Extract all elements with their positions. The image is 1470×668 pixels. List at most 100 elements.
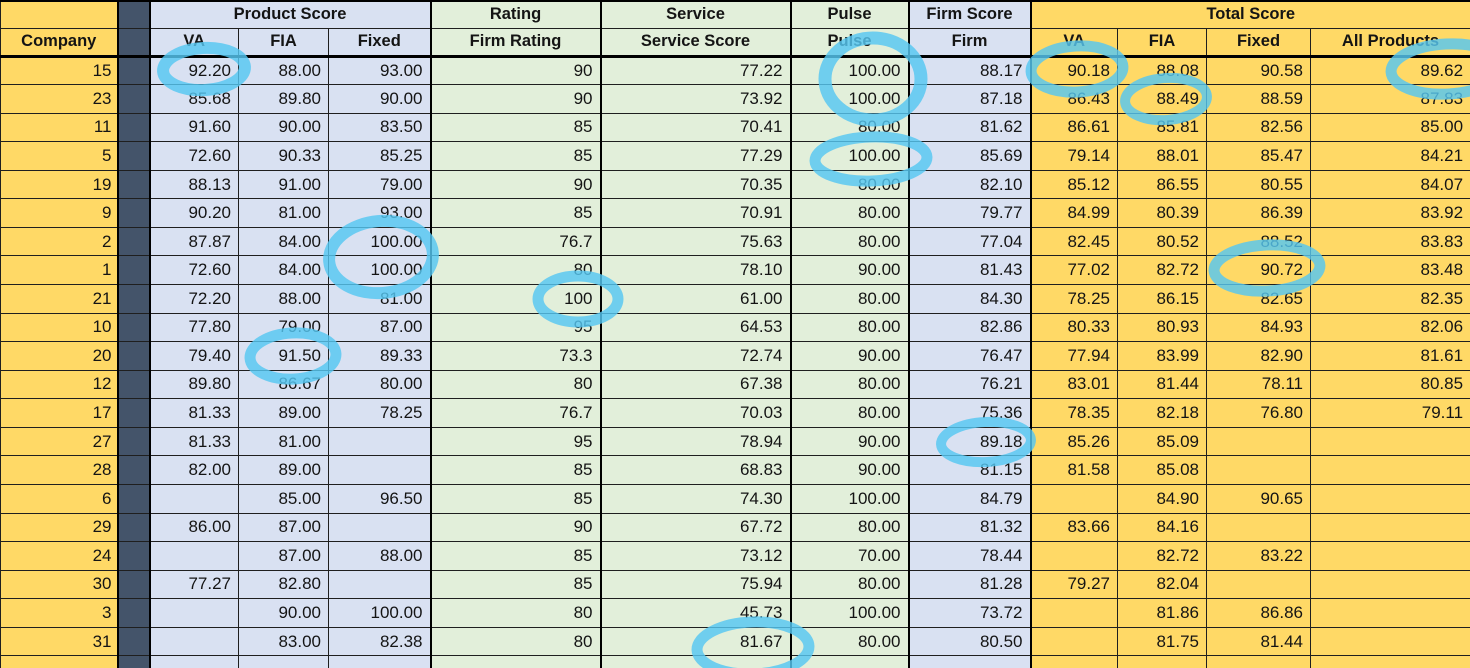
separator-cell[interactable]	[116, 426, 151, 457]
cell-company[interactable]: 12	[0, 369, 118, 400]
separator-cell[interactable]	[116, 626, 151, 657]
cell-total-fia[interactable]: 83.99	[1117, 341, 1208, 371]
cell-firm[interactable]: 76.47	[907, 341, 1032, 371]
cell-total-va[interactable]	[1029, 598, 1119, 628]
cell-product-va[interactable]: 82.00	[148, 455, 239, 485]
cell-pulse[interactable]: 100.00	[789, 598, 910, 628]
separator-cell[interactable]	[116, 598, 151, 628]
cell-product-fixed[interactable]: 100.00	[327, 255, 432, 285]
cell-total-fixed[interactable]	[1206, 426, 1312, 457]
cell-product-fixed[interactable]: 79.00	[327, 169, 432, 200]
cell-total-fixed[interactable]: 88.59	[1206, 84, 1312, 114]
cell-company[interactable]: 15	[0, 55, 118, 86]
cell-product-fia[interactable]: 81.00	[238, 426, 329, 457]
cell-service-score[interactable]: 77.29	[599, 141, 792, 171]
cell-all-products[interactable]	[1310, 541, 1470, 571]
cell-product-fia[interactable]: 87.00	[238, 512, 329, 543]
cell-company[interactable]	[0, 655, 118, 668]
cell-product-fia[interactable]: 90.00	[238, 598, 329, 628]
cell-total-fia[interactable]: 85.09	[1117, 426, 1208, 457]
cell-service-score[interactable]: 74.30	[599, 483, 792, 514]
cell-firm-rating[interactable]: 85	[429, 541, 602, 571]
cell-all-products[interactable]: 80.85	[1310, 369, 1470, 400]
cell-company[interactable]: 23	[0, 84, 118, 114]
cell-all-products[interactable]	[1310, 426, 1470, 457]
cell-total-fia[interactable]: 82.72	[1117, 541, 1208, 571]
cell-product-fia[interactable]	[238, 655, 329, 668]
cell-total-fixed[interactable]: 90.72	[1206, 255, 1312, 285]
cell-product-va[interactable]: 88.13	[148, 169, 239, 200]
cell-product-va[interactable]: 72.20	[148, 284, 239, 314]
header-product-va[interactable]: VA	[148, 27, 239, 58]
cell-product-va[interactable]: 86.00	[148, 512, 239, 543]
cell-total-va[interactable]: 90.18	[1029, 55, 1119, 86]
cell-pulse[interactable]: 100.00	[789, 483, 910, 514]
cell-product-fia[interactable]: 89.00	[238, 455, 329, 485]
cell-service-score[interactable]: 70.35	[599, 169, 792, 200]
cell-product-fixed[interactable]: 90.00	[327, 84, 432, 114]
cell-total-va[interactable]: 77.94	[1029, 341, 1119, 371]
cell-all-products[interactable]: 85.00	[1310, 112, 1470, 143]
cell-product-fixed[interactable]: 96.50	[327, 483, 432, 514]
cell-total-fixed[interactable]: 78.11	[1206, 369, 1312, 400]
cell-firm-rating[interactable]	[429, 655, 602, 668]
cell-product-fixed[interactable]: 100.00	[327, 226, 432, 257]
cell-total-fia[interactable]: 84.16	[1117, 512, 1208, 543]
cell-firm[interactable]: 79.77	[907, 198, 1032, 228]
cell-firm[interactable]: 82.10	[907, 169, 1032, 200]
header-firm-rating[interactable]: Firm Rating	[429, 27, 602, 58]
cell-pulse[interactable]: 90.00	[789, 426, 910, 457]
cell-product-fixed[interactable]: 93.00	[327, 55, 432, 86]
cell-firm-rating[interactable]: 90	[429, 55, 602, 86]
cell-total-fia[interactable]: 82.72	[1117, 255, 1208, 285]
cell-total-fixed[interactable]: 82.65	[1206, 284, 1312, 314]
separator-cell[interactable]	[116, 369, 151, 400]
cell-firm[interactable]: 73.72	[907, 598, 1032, 628]
cell-product-fia[interactable]: 87.00	[238, 541, 329, 571]
cell-company[interactable]: 6	[0, 483, 118, 514]
cell-pulse[interactable]: 80.00	[789, 512, 910, 543]
cell-firm-rating[interactable]: 73.3	[429, 341, 602, 371]
cell-firm-rating[interactable]: 80	[429, 626, 602, 657]
cell-total-fixed[interactable]: 88.52	[1206, 226, 1312, 257]
cell-total-va[interactable]	[1029, 483, 1119, 514]
cell-company[interactable]: 3	[0, 598, 118, 628]
cell-company[interactable]: 31	[0, 626, 118, 657]
cell-product-va[interactable]	[148, 626, 239, 657]
cell-total-va[interactable]: 84.99	[1029, 198, 1119, 228]
cell-total-va[interactable]: 85.12	[1029, 169, 1119, 200]
cell-pulse[interactable]: 80.00	[789, 312, 910, 343]
cell-product-fixed[interactable]: 93.00	[327, 198, 432, 228]
cell-total-fia[interactable]: 80.39	[1117, 198, 1208, 228]
cell-total-va[interactable]: 77.02	[1029, 255, 1119, 285]
cell-total-va[interactable]: 86.61	[1029, 112, 1119, 143]
cell-product-va[interactable]: 91.60	[148, 112, 239, 143]
cell-total-fia[interactable]: 88.01	[1117, 141, 1208, 171]
cell-firm[interactable]: 84.79	[907, 483, 1032, 514]
cell-product-fia[interactable]: 84.00	[238, 226, 329, 257]
cell-total-fixed[interactable]	[1206, 512, 1312, 543]
cell-total-va[interactable]: 78.25	[1029, 284, 1119, 314]
cell-pulse[interactable]: 80.00	[789, 198, 910, 228]
cell-pulse[interactable]: 80.00	[789, 569, 910, 600]
separator-header-cell[interactable]	[116, 27, 151, 58]
cell-firm-rating[interactable]: 80	[429, 598, 602, 628]
cell-product-fixed[interactable]: 81.00	[327, 284, 432, 314]
cell-company[interactable]: 1	[0, 255, 118, 285]
cell-firm-rating[interactable]: 90	[429, 169, 602, 200]
cell-company[interactable]: 2	[0, 226, 118, 257]
cell-total-va[interactable]: 80.33	[1029, 312, 1119, 343]
cell-firm-rating[interactable]: 90	[429, 512, 602, 543]
header-total-fia[interactable]: FIA	[1117, 27, 1208, 58]
cell-company[interactable]: 27	[0, 426, 118, 457]
header-pulse[interactable]: Pulse	[789, 27, 910, 58]
cell-firm[interactable]: 75.36	[907, 398, 1032, 428]
cell-total-fixed[interactable]: 86.39	[1206, 198, 1312, 228]
cell-company[interactable]: 24	[0, 541, 118, 571]
cell-pulse[interactable]: 80.00	[789, 112, 910, 143]
cell-all-products[interactable]: 83.48	[1310, 255, 1470, 285]
cell-service-score[interactable]: 72.74	[599, 341, 792, 371]
separator-cell[interactable]	[116, 84, 151, 114]
separator-cell[interactable]	[116, 512, 151, 543]
cell-product-fixed[interactable]: 85.25	[327, 141, 432, 171]
